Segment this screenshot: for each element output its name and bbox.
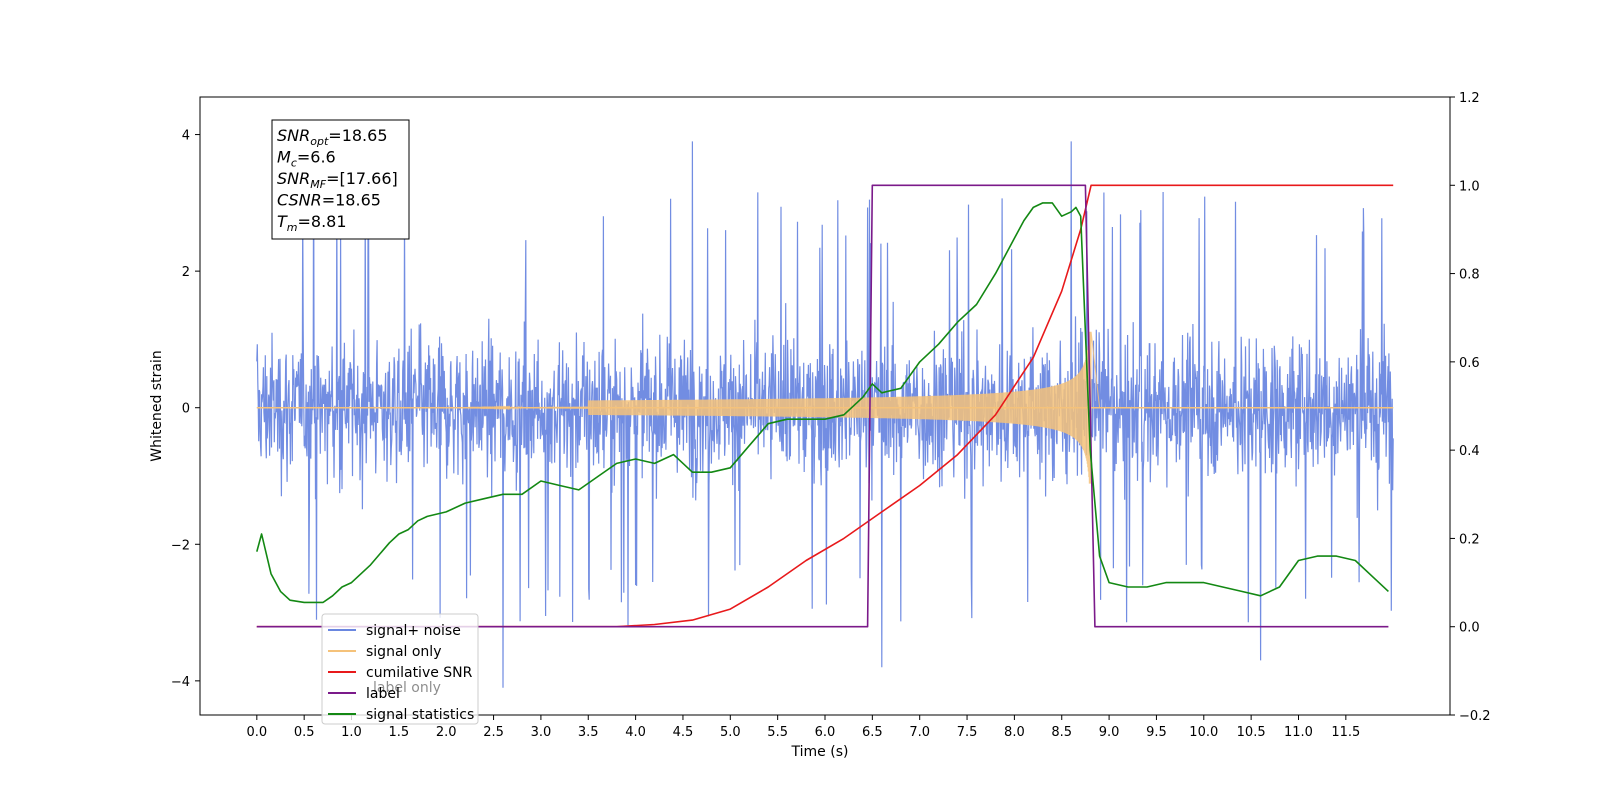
- y-right-tick-label: 0.2: [1459, 532, 1480, 547]
- y-right-tick-label: 0.6: [1459, 356, 1480, 371]
- y-left-tick-label: 0: [182, 402, 190, 417]
- y-right-tick-label: 1.2: [1459, 91, 1480, 106]
- series-cumilative-snr: [256, 184, 1394, 628]
- legend-label: cumilative SNR: [366, 665, 473, 681]
- annotation-line: CSNR=18.65: [277, 191, 381, 210]
- series-signal-statistics: [256, 202, 1389, 604]
- legend: label only signal+ noise signal only cumil…: [321, 613, 479, 725]
- x-tick-label: 9.5: [1146, 725, 1167, 740]
- legend-label: label: [366, 686, 400, 702]
- legend-ghost-text: label only: [373, 680, 441, 696]
- x-tick-label: 2.5: [483, 725, 504, 740]
- legend-label: signal+ noise: [366, 623, 461, 639]
- x-tick-label: 2.0: [436, 725, 457, 740]
- y-axis-label: Whitened strain: [149, 350, 165, 461]
- annotation-line: SNRMF=[17.66]: [277, 169, 398, 191]
- annotation-box: SNRopt=18.65Mc=6.6SNRMF=[17.66]CSNR=18.6…: [271, 119, 410, 240]
- x-tick-label: 7.0: [909, 725, 930, 740]
- x-tick-label: 9.0: [1099, 725, 1120, 740]
- x-tick-label: 5.0: [720, 725, 741, 740]
- x-tick-label: 8.0: [1004, 725, 1025, 740]
- x-tick-label: 7.5: [957, 725, 978, 740]
- legend-label: signal only: [366, 644, 441, 660]
- legend-label: signal statistics: [366, 707, 474, 723]
- series-label: [256, 184, 1389, 628]
- y-right-tick-label: 0.4: [1459, 444, 1480, 459]
- series-layer: [256, 127, 1394, 688]
- x-tick-label: 1.0: [341, 725, 362, 740]
- x-tick-label: 6.5: [862, 725, 883, 740]
- legend-frame: [321, 613, 479, 725]
- x-tick-label: 1.5: [389, 725, 410, 740]
- y-left-tick-label: 4: [182, 129, 190, 144]
- x-axis: 0.0 0.5 1.0 1.5 2.0 2.5 3.0 3.5 4.0 4.5 5.0 5.5 6.0 6…: [246, 715, 1360, 740]
- y-left-tick-label: 2: [182, 265, 190, 280]
- x-tick-label: 0.5: [294, 725, 315, 740]
- x-tick-label: 4.0: [625, 725, 646, 740]
- y-right-tick-label: 1.0: [1459, 179, 1480, 194]
- x-tick-label: 5.5: [767, 725, 788, 740]
- y-right-tick-label: −0.2: [1459, 709, 1491, 724]
- x-tick-label: 10.5: [1237, 725, 1266, 740]
- series-signal-noise: [256, 127, 1394, 688]
- y-left-tick-label: −2: [171, 538, 190, 553]
- x-tick-label: 8.5: [1051, 725, 1072, 740]
- y-left-tick-label: −4: [171, 675, 190, 690]
- x-tick-label: 10.0: [1189, 725, 1218, 740]
- x-tick-label: 11.0: [1284, 725, 1313, 740]
- x-tick-label: 3.0: [531, 725, 552, 740]
- x-tick-label: 4.5: [673, 725, 694, 740]
- y-right-tick-label: 0.8: [1459, 268, 1480, 283]
- y-axis-left: 4 2 0 −2 −4: [171, 129, 200, 690]
- annotation-line: SNRopt=18.65: [277, 126, 388, 148]
- x-tick-label: 11.5: [1331, 725, 1360, 740]
- y-right-tick-label: 0.0: [1459, 621, 1480, 636]
- x-tick-label: 3.5: [578, 725, 599, 740]
- x-tick-label: 0.0: [246, 725, 267, 740]
- x-axis-label: Time (s): [791, 744, 849, 760]
- annotation-line: Mc=6.6: [277, 148, 336, 170]
- annotation-line: Tm=8.81: [277, 212, 347, 234]
- y-axis-right: 1.2 1.0 0.8 0.6 0.4 0.2 0.0 −0.2: [1450, 91, 1491, 724]
- x-tick-label: 6.0: [815, 725, 836, 740]
